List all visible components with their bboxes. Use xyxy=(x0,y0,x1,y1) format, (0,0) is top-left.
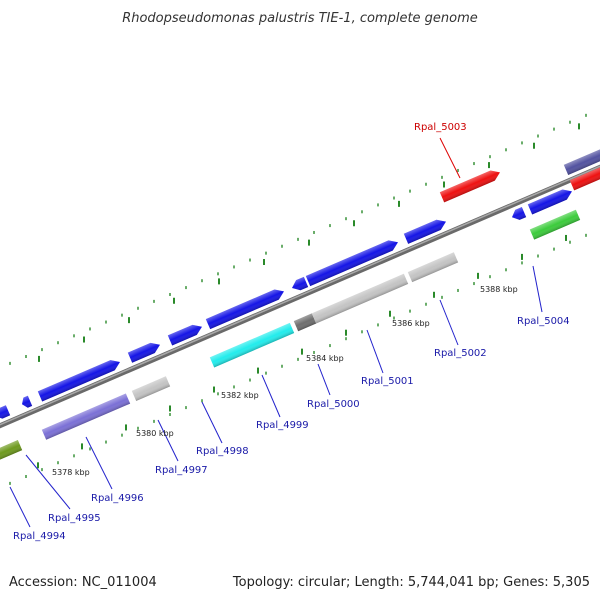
gene-arrow-4999-shade xyxy=(205,289,285,330)
callout-4995-line xyxy=(25,454,71,510)
accession-text: Accession: NC_011004 xyxy=(9,575,157,590)
callout-5003-line xyxy=(439,137,461,179)
inner-tick-row xyxy=(9,233,587,485)
tick-marks xyxy=(9,113,587,485)
map-title: Rhodopseudomonas palustris TIE-1, comple… xyxy=(122,11,478,26)
gene-arrow-4993-shade xyxy=(0,405,11,419)
gene-arrow-5002-shade xyxy=(403,219,446,244)
gene-arrow-4998-shade xyxy=(167,324,202,346)
gene-arrow-5003[interactable] xyxy=(439,167,502,203)
gene-bar-5000[interactable] xyxy=(293,313,317,332)
gene-track xyxy=(0,145,600,462)
gene-bar-4999[interactable] xyxy=(209,322,295,368)
gene-label-rpal-5003[interactable]: Rpal_5003 xyxy=(414,122,467,133)
gene-arrow-5000b[interactable] xyxy=(305,237,400,287)
gene-arrow-4995[interactable] xyxy=(37,357,122,402)
gene-label-rpal-4997[interactable]: Rpal_4997 xyxy=(155,465,208,476)
gene-arrow-5003-shade xyxy=(439,170,501,203)
gene-labels: Rpal_4994 Rpal_4995 Rpal_4996 Rpal_4997 … xyxy=(13,122,570,542)
gene-label-rpal-4994[interactable]: Rpal_4994 xyxy=(13,531,66,542)
gene-bar-5004-shade xyxy=(529,209,581,240)
gene-arrow-5004a[interactable] xyxy=(510,206,527,222)
gene-label-rpal-5001[interactable]: Rpal_5001 xyxy=(361,376,414,387)
gene-label-rpal-4996[interactable]: Rpal_4996 xyxy=(91,493,144,504)
gene-arrow-5004b[interactable] xyxy=(527,186,574,215)
gene-arrow-5000b-shade xyxy=(305,240,399,287)
gene-label-rpal-5002[interactable]: Rpal_5002 xyxy=(434,348,487,359)
gene-arrow-4997-shade xyxy=(127,342,161,363)
gene-label-rpal-5000[interactable]: Rpal_5000 xyxy=(307,399,360,410)
callout-4996-line xyxy=(85,436,113,490)
topology-text: Topology: circular; Length: 5,744,041 bp… xyxy=(232,575,590,590)
outer-major-tick-row xyxy=(38,123,580,362)
kbp-scale: 5378 kbp 5380 kbp 5382 kbp 5384 kbp 5386… xyxy=(52,285,518,477)
gene-bar-5004[interactable] xyxy=(529,209,581,240)
gene-bar-5000-shade xyxy=(293,313,317,332)
gene-bar-4997-shade xyxy=(131,376,171,402)
gene-arrow-4999[interactable] xyxy=(205,286,286,330)
gene-arrow-5006-shade xyxy=(569,163,600,191)
kbp-label-5386: 5386 kbp xyxy=(392,319,430,328)
gene-label-rpal-5004[interactable]: Rpal_5004 xyxy=(517,316,570,327)
gene-arrow-5005-shade xyxy=(563,145,600,175)
gene-label-rpal-4998[interactable]: Rpal_4998 xyxy=(196,446,249,457)
gene-arrow-5000a[interactable] xyxy=(290,276,309,293)
genome-backbone xyxy=(0,164,600,429)
callout-4998-line xyxy=(201,401,223,444)
gene-arrow-4994[interactable] xyxy=(20,395,33,410)
kbp-label-5380: 5380 kbp xyxy=(136,429,174,438)
callout-4997-line xyxy=(157,419,179,462)
gene-arrow-5004a-shade xyxy=(512,206,527,220)
gene-bar-4996-shade xyxy=(41,393,131,440)
gene-arrow-4994-shade xyxy=(22,395,33,408)
gene-bar-4994-shade xyxy=(0,440,23,462)
gene-bar-4996[interactable] xyxy=(41,393,131,440)
gene-arrow-4997[interactable] xyxy=(127,340,162,363)
gene-bar-4997[interactable] xyxy=(131,376,171,402)
genome-backbone-highlight xyxy=(0,165,600,426)
kbp-label-5382: 5382 kbp xyxy=(221,391,259,400)
gene-arrow-5006[interactable] xyxy=(569,163,600,191)
callout-4994-line xyxy=(9,486,31,528)
callout-4999-line xyxy=(261,374,281,418)
kbp-label-5378: 5378 kbp xyxy=(52,468,90,477)
inner-major-tick-row xyxy=(37,234,567,469)
gene-arrow-4995-shade xyxy=(37,360,120,402)
gene-bar-5002[interactable] xyxy=(407,252,459,283)
gene-bar-5002-shade xyxy=(407,252,459,283)
gene-arrow-5005[interactable] xyxy=(563,145,600,175)
callout-5001-line xyxy=(366,329,384,374)
gene-arrow-4998[interactable] xyxy=(167,322,204,346)
outer-tick-row xyxy=(9,113,587,365)
kbp-label-5384: 5384 kbp xyxy=(306,354,344,363)
callout-5004-line xyxy=(532,265,543,313)
gene-bar-5001[interactable] xyxy=(311,273,409,324)
gene-arrow-5000a-shade xyxy=(292,276,309,291)
gene-arrow-5004b-shade xyxy=(527,189,573,215)
gene-arrow-5002[interactable] xyxy=(403,217,448,244)
gene-bar-4999-shade xyxy=(209,322,295,368)
gene-label-rpal-4995[interactable]: Rpal_4995 xyxy=(48,513,101,524)
gene-bar-5001-shade xyxy=(311,273,409,324)
callout-5002-line xyxy=(439,299,459,346)
gene-callouts xyxy=(9,137,543,528)
gene-label-rpal-4999[interactable]: Rpal_4999 xyxy=(256,420,309,431)
gene-bar-4994[interactable] xyxy=(0,440,23,462)
callout-5000-line xyxy=(317,363,331,396)
gene-arrow-4993[interactable] xyxy=(0,405,11,421)
kbp-label-5388: 5388 kbp xyxy=(480,285,518,294)
